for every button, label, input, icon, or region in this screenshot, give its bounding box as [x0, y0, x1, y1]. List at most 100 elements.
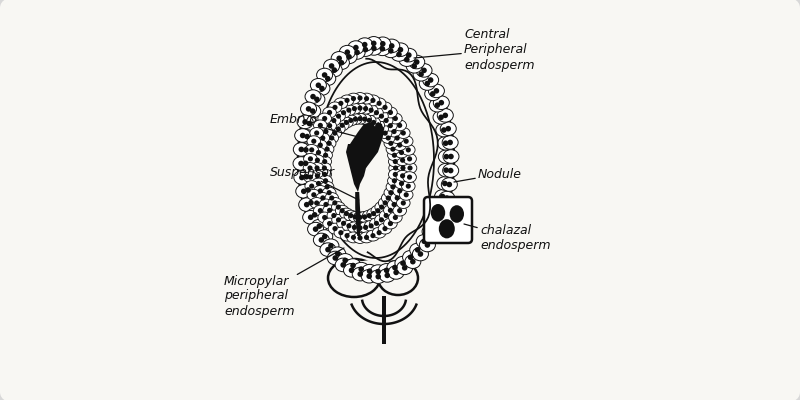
- Circle shape: [362, 116, 367, 122]
- Circle shape: [397, 123, 402, 128]
- Ellipse shape: [331, 202, 345, 212]
- Ellipse shape: [370, 218, 383, 229]
- Circle shape: [406, 52, 412, 58]
- Ellipse shape: [374, 214, 388, 225]
- Ellipse shape: [337, 218, 350, 229]
- Polygon shape: [298, 40, 454, 280]
- Ellipse shape: [298, 198, 314, 212]
- Circle shape: [309, 147, 314, 152]
- Ellipse shape: [362, 210, 376, 221]
- Ellipse shape: [331, 124, 345, 134]
- Circle shape: [446, 126, 451, 132]
- Circle shape: [341, 110, 346, 115]
- Circle shape: [390, 184, 395, 190]
- Ellipse shape: [375, 202, 389, 212]
- Ellipse shape: [374, 111, 388, 122]
- Ellipse shape: [328, 102, 342, 113]
- Text: Micropylar
peripheral
endosperm: Micropylar peripheral endosperm: [224, 248, 344, 318]
- Circle shape: [308, 156, 313, 162]
- Circle shape: [388, 221, 393, 226]
- Ellipse shape: [384, 107, 398, 118]
- Ellipse shape: [366, 42, 382, 55]
- Circle shape: [348, 118, 354, 123]
- Ellipse shape: [300, 183, 316, 197]
- Circle shape: [438, 100, 444, 106]
- Circle shape: [309, 184, 314, 189]
- Circle shape: [418, 251, 423, 257]
- Ellipse shape: [364, 105, 378, 116]
- Circle shape: [349, 268, 354, 273]
- Ellipse shape: [310, 128, 323, 138]
- Circle shape: [336, 204, 341, 210]
- Ellipse shape: [294, 129, 310, 142]
- Ellipse shape: [322, 218, 336, 229]
- Ellipse shape: [317, 68, 333, 82]
- Circle shape: [352, 225, 357, 230]
- Ellipse shape: [357, 38, 373, 52]
- Ellipse shape: [305, 90, 321, 104]
- Circle shape: [434, 102, 440, 108]
- Ellipse shape: [397, 198, 410, 208]
- Ellipse shape: [334, 98, 348, 109]
- Circle shape: [391, 202, 397, 207]
- Ellipse shape: [314, 233, 330, 247]
- Circle shape: [401, 200, 406, 206]
- Text: Suspensor: Suspensor: [270, 166, 358, 200]
- Circle shape: [323, 153, 328, 158]
- Circle shape: [383, 118, 389, 123]
- Ellipse shape: [442, 164, 458, 177]
- Circle shape: [341, 221, 346, 226]
- Circle shape: [316, 150, 321, 155]
- Circle shape: [388, 208, 393, 213]
- Text: chalazal
endosperm: chalazal endosperm: [464, 224, 550, 252]
- Circle shape: [384, 268, 390, 273]
- Ellipse shape: [396, 155, 410, 166]
- Circle shape: [400, 166, 406, 170]
- Ellipse shape: [318, 113, 331, 124]
- Ellipse shape: [402, 144, 415, 155]
- Ellipse shape: [362, 115, 376, 126]
- Circle shape: [443, 167, 449, 173]
- Ellipse shape: [322, 187, 336, 198]
- Ellipse shape: [391, 48, 407, 61]
- Ellipse shape: [359, 222, 373, 233]
- Circle shape: [306, 187, 311, 193]
- Ellipse shape: [438, 108, 454, 122]
- Ellipse shape: [332, 214, 346, 225]
- Ellipse shape: [311, 219, 327, 233]
- Ellipse shape: [436, 123, 452, 137]
- Ellipse shape: [358, 114, 371, 124]
- Circle shape: [314, 130, 319, 136]
- Circle shape: [336, 114, 341, 119]
- Circle shape: [318, 208, 323, 213]
- Ellipse shape: [393, 205, 406, 216]
- Circle shape: [382, 105, 387, 110]
- Ellipse shape: [394, 178, 408, 189]
- Ellipse shape: [339, 117, 353, 128]
- Circle shape: [358, 271, 363, 277]
- Ellipse shape: [393, 120, 406, 131]
- Circle shape: [298, 161, 304, 166]
- Circle shape: [338, 230, 343, 235]
- Circle shape: [328, 243, 334, 248]
- Ellipse shape: [438, 219, 454, 238]
- Ellipse shape: [347, 103, 361, 114]
- Circle shape: [312, 212, 318, 218]
- Ellipse shape: [416, 234, 432, 248]
- Circle shape: [375, 208, 380, 213]
- Ellipse shape: [303, 196, 319, 210]
- Ellipse shape: [348, 41, 364, 54]
- Ellipse shape: [372, 227, 386, 238]
- Ellipse shape: [307, 189, 321, 200]
- Circle shape: [358, 96, 362, 100]
- Ellipse shape: [293, 157, 309, 170]
- Circle shape: [326, 141, 332, 146]
- Ellipse shape: [426, 228, 442, 242]
- Circle shape: [406, 184, 411, 189]
- Ellipse shape: [307, 136, 321, 147]
- Ellipse shape: [382, 44, 398, 58]
- Circle shape: [353, 116, 358, 122]
- Circle shape: [317, 223, 322, 229]
- Circle shape: [388, 190, 394, 195]
- Ellipse shape: [342, 105, 356, 116]
